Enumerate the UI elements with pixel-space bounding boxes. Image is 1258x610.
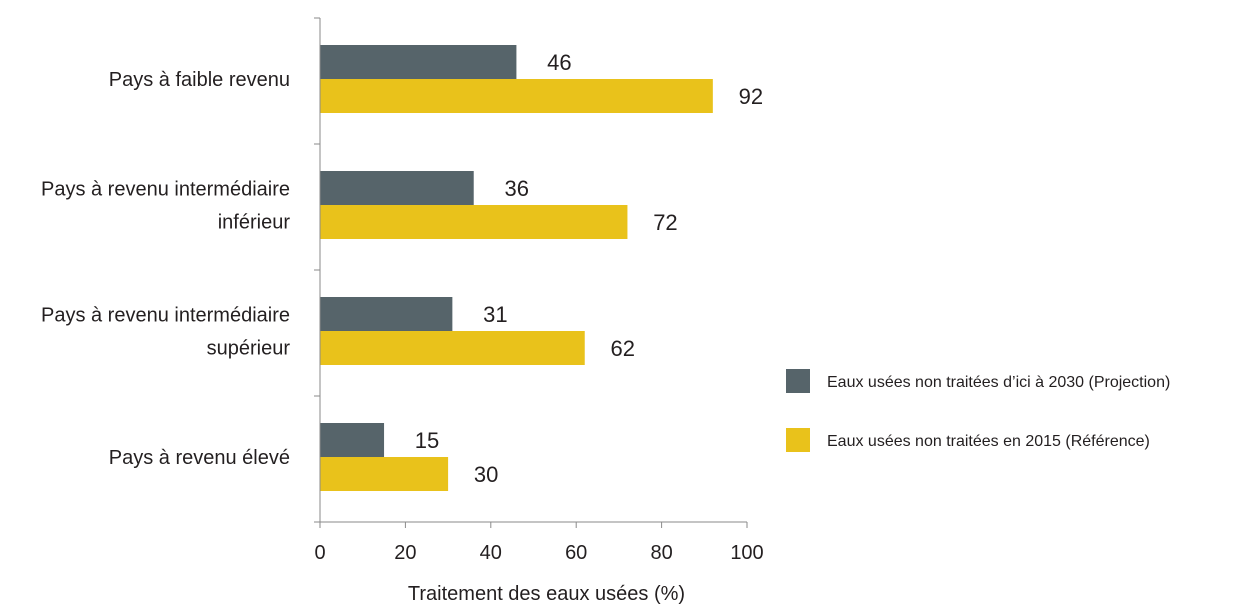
x-tick-label: 80 — [650, 542, 672, 564]
category-label-1: Pays à faible revenu — [109, 69, 290, 91]
data-label-s2-cat2: 72 — [653, 210, 677, 235]
category-label-2: Pays à revenu intermédiaire — [41, 179, 290, 201]
x-tick-label: 100 — [730, 542, 763, 564]
legend-swatch-1 — [786, 369, 810, 393]
x-axis-title: Traitement des eaux usées (%) — [408, 583, 685, 605]
bars: 46 92 36 72 31 62 15 30 — [320, 45, 763, 491]
bar-s2-cat3 — [320, 331, 585, 365]
bar-s2-cat2 — [320, 205, 628, 239]
data-label-s2-cat3: 62 — [610, 336, 634, 361]
x-tick-label: 0 — [314, 542, 325, 564]
axes: 0 20 40 60 80 100 — [314, 17, 764, 564]
category-label-2: inférieur — [218, 212, 291, 234]
bar-s2-cat1 — [320, 79, 713, 113]
bar-s1-cat1 — [320, 45, 517, 79]
bar-s1-cat2 — [320, 171, 474, 205]
data-label-s1-cat2: 36 — [504, 176, 528, 201]
category-label-3: supérieur — [207, 338, 291, 360]
bar-s1-cat3 — [320, 297, 453, 331]
x-tick-label: 20 — [394, 542, 416, 564]
category-label-3: Pays à revenu intermédiaire — [41, 305, 290, 327]
category-label-4: Pays à revenu élevé — [109, 447, 290, 469]
bar-s2-cat4 — [320, 457, 449, 491]
x-tick-label: 60 — [565, 542, 587, 564]
data-label-s2-cat1: 92 — [739, 84, 763, 109]
data-label-s1-cat3: 31 — [483, 302, 507, 327]
legend: Eaux usées non traitées d’ici à 2030 (Pr… — [786, 369, 1170, 452]
legend-label-1: Eaux usées non traitées d’ici à 2030 (Pr… — [827, 374, 1170, 391]
x-tick-label: 40 — [480, 542, 502, 564]
data-label-s1-cat1: 46 — [547, 50, 571, 75]
bar-s1-cat4 — [320, 423, 385, 457]
legend-label-2: Eaux usées non traitées en 2015 (Référen… — [827, 433, 1150, 450]
category-labels: Pays à faible revenu Pays à revenu interm… — [41, 69, 290, 469]
legend-swatch-2 — [786, 428, 810, 452]
data-label-s1-cat4: 15 — [415, 428, 439, 453]
data-label-s2-cat4: 30 — [474, 462, 498, 487]
